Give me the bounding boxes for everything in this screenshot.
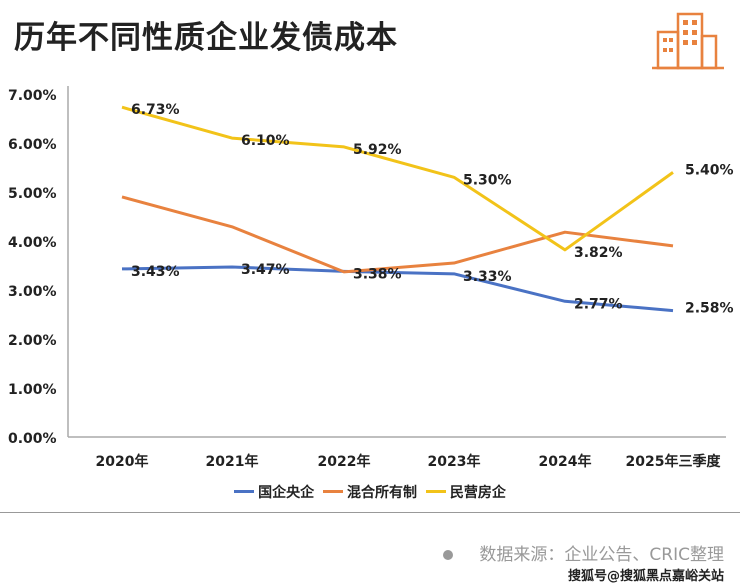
watermark: 搜狐号@搜狐黑点嘉峪关站 bbox=[567, 569, 724, 584]
buildings-icon bbox=[652, 12, 724, 70]
data-source: 数据来源：企业公告、CRIC整理 bbox=[443, 540, 724, 565]
line-chart: 0.00% 1.00% 2.00% 3.00% 4.00% 5.00% 6.00% 7.00%… bbox=[8, 86, 734, 470]
y-tick-label: 1.00% bbox=[8, 382, 57, 398]
x-tick-label: 2025年三季度 bbox=[626, 453, 722, 470]
data-label: 3.38% bbox=[353, 266, 402, 282]
data-label: 2.77% bbox=[574, 296, 623, 312]
y-tick-label: 6.00% bbox=[8, 137, 57, 153]
divider bbox=[0, 512, 740, 513]
legend-swatch bbox=[323, 490, 343, 493]
data-label: 5.40% bbox=[685, 162, 734, 178]
bullet-icon bbox=[443, 550, 454, 560]
data-label: 5.92% bbox=[353, 142, 402, 158]
x-tick-label: 2022年 bbox=[318, 453, 371, 470]
y-tick-label: 7.00% bbox=[8, 88, 57, 104]
data-label: 5.30% bbox=[463, 172, 512, 188]
x-tick-label: 2021年 bbox=[206, 453, 259, 470]
data-label: 3.47% bbox=[241, 262, 290, 278]
page-title: 历年不同性质企业发债成本 bbox=[14, 20, 398, 56]
y-tick-label: 3.00% bbox=[8, 284, 57, 300]
series-line-3 bbox=[121, 105, 674, 252]
legend: 国企央企 混合所有制 民营房企 bbox=[0, 481, 740, 502]
legend-item-mixed: 混合所有制 bbox=[323, 482, 417, 502]
data-label: 3.43% bbox=[131, 264, 180, 280]
data-label: 6.10% bbox=[241, 133, 290, 149]
legend-label: 国企央企 bbox=[258, 484, 315, 501]
data-label: 2.58% bbox=[685, 301, 734, 317]
legend-swatch bbox=[234, 490, 255, 493]
legend-label: 混合所有制 bbox=[347, 484, 417, 501]
series-line-2 bbox=[121, 195, 674, 274]
y-tick-label: 2.00% bbox=[8, 333, 57, 349]
x-tick-label: 2020年 bbox=[96, 453, 149, 470]
y-tick-label: 4.00% bbox=[8, 235, 57, 251]
legend-label: 民营房企 bbox=[449, 484, 506, 501]
source-text: 数据来源：企业公告、CRIC整理 bbox=[479, 545, 724, 565]
legend-item-soe: 国企央企 bbox=[234, 482, 314, 502]
data-label: 3.33% bbox=[463, 269, 512, 285]
y-tick-label: 0.00% bbox=[8, 431, 57, 447]
data-label: 3.82% bbox=[574, 245, 623, 261]
series-line-1 bbox=[121, 265, 674, 313]
x-tick-label: 2023年 bbox=[428, 453, 481, 470]
data-label: 6.73% bbox=[131, 102, 180, 118]
x-tick-label: 2024年 bbox=[539, 453, 592, 470]
y-tick-label: 5.00% bbox=[8, 186, 57, 202]
legend-item-private: 民营房企 bbox=[425, 482, 506, 502]
legend-swatch bbox=[425, 490, 446, 493]
